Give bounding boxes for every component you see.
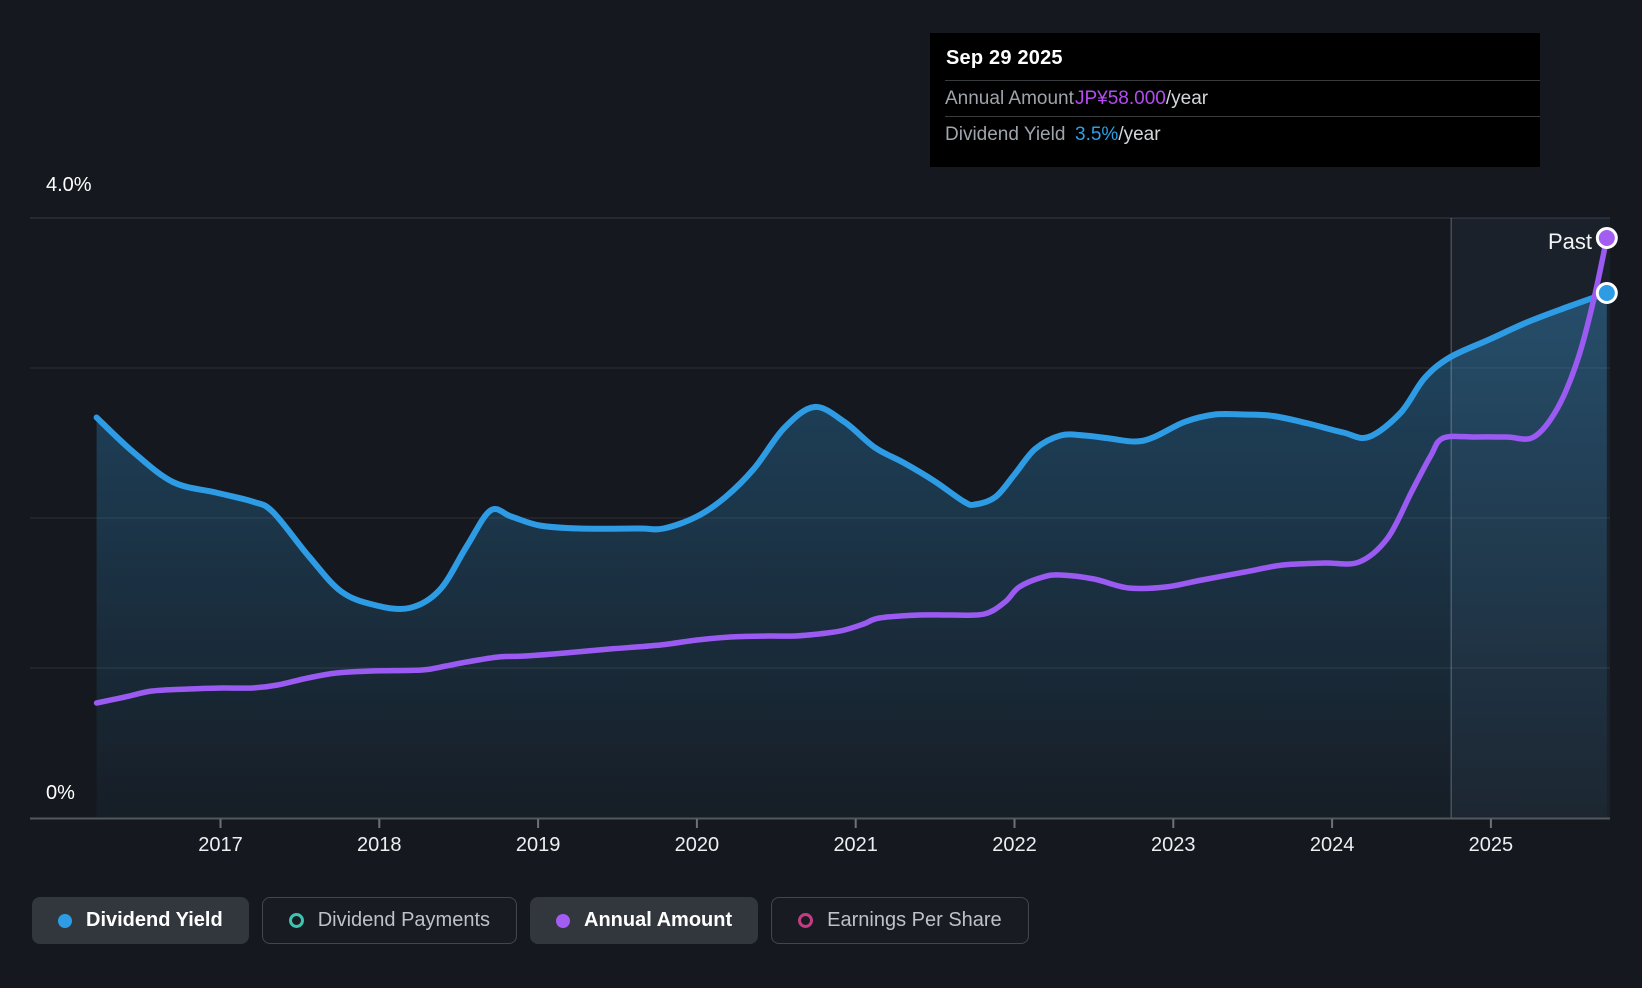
legend-dividend-payments-button[interactable]: Dividend Payments bbox=[261, 897, 518, 944]
tooltip-row-suffix: /year bbox=[1118, 123, 1161, 145]
annual-amount-dot-icon bbox=[556, 913, 571, 928]
annual-amount-line[interactable] bbox=[93, 235, 1610, 706]
legend-earnings-per-share-button[interactable]: Earnings Per Share bbox=[771, 897, 1029, 944]
tooltip-row-0-value: JP¥58.000 bbox=[1075, 87, 1166, 109]
legend-label: Annual Amount bbox=[584, 909, 733, 931]
legend-label: Earnings Per Share bbox=[827, 909, 1002, 931]
tooltip-row-suffix: /year bbox=[1165, 87, 1209, 109]
y-axis-top-label: 4.0% bbox=[46, 174, 92, 196]
tooltip-row-1-value: 3.5% bbox=[1075, 123, 1119, 145]
legend-label: Dividend Payments bbox=[317, 909, 491, 931]
tooltip-row: Dividend Yield 3.5% /year bbox=[945, 116, 1540, 152]
past-label: Past bbox=[1547, 229, 1592, 254]
dividend-yield-endpoint-marker[interactable] bbox=[1595, 282, 1618, 304]
dividend-yield-line[interactable] bbox=[93, 290, 1610, 612]
dividend-yield-area-fill bbox=[96, 293, 1607, 818]
chart-tooltip: Sep 29 2025 Annual Amount JP¥58.000 /yea… bbox=[930, 33, 1540, 167]
legend-dividend-yield-button[interactable]: Dividend Yield bbox=[32, 897, 249, 944]
legend-label: Dividend Yield bbox=[86, 909, 223, 931]
legend-annual-amount-button[interactable]: Annual Amount bbox=[530, 897, 759, 944]
earnings-per-share-ring-icon bbox=[798, 913, 814, 928]
tooltip-row-label: Dividend Yield bbox=[945, 123, 1066, 145]
chart-legend: Dividend Yield Dividend Payments Annual … bbox=[32, 897, 1029, 944]
y-axis-bottom-label: 0% bbox=[46, 782, 75, 804]
tooltip-row-label: Annual Amount bbox=[945, 87, 1074, 109]
tooltip-date: Sep 29 2025 bbox=[946, 47, 1063, 69]
dividend-payments-ring-icon bbox=[288, 913, 304, 928]
annual-amount-endpoint-marker[interactable] bbox=[1595, 227, 1618, 249]
dividend-yield-dot-icon bbox=[58, 913, 72, 928]
recent-period-band bbox=[1451, 218, 1610, 818]
tooltip-row: Annual Amount JP¥58.000 /year bbox=[945, 80, 1540, 116]
